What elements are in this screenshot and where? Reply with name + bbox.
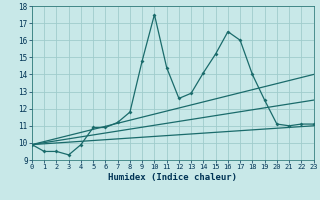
X-axis label: Humidex (Indice chaleur): Humidex (Indice chaleur) — [108, 173, 237, 182]
